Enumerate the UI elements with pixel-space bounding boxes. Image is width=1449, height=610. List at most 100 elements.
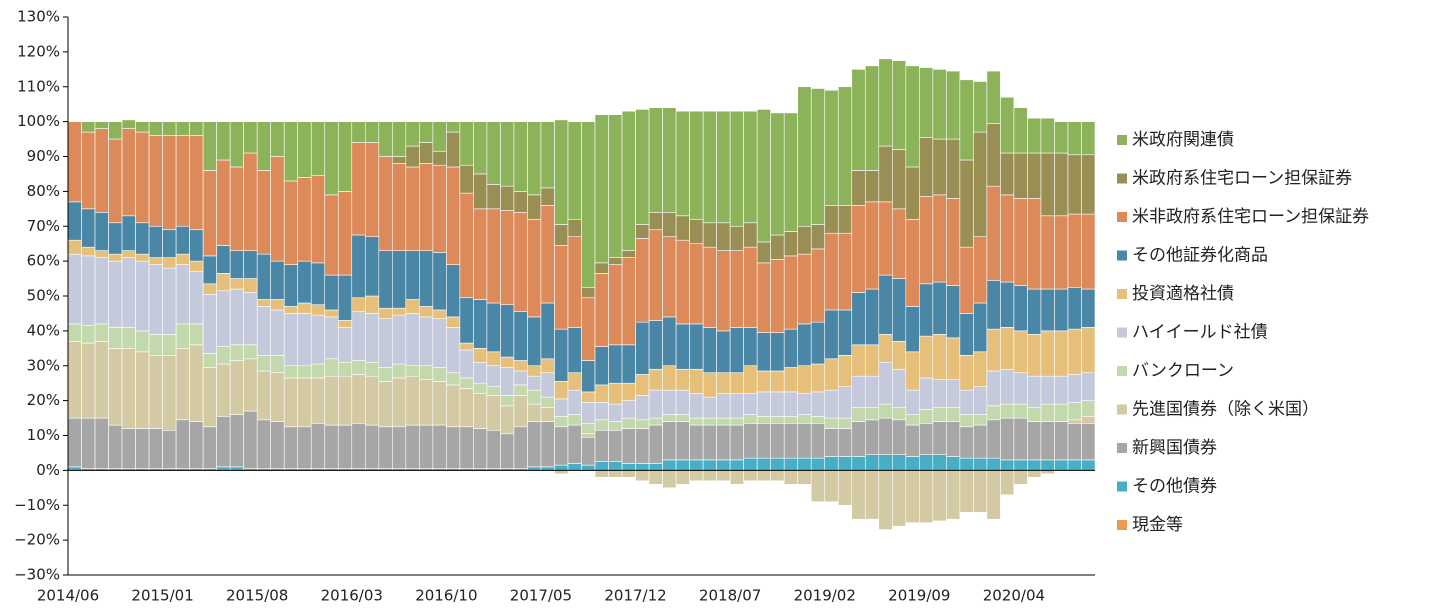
bar-segment xyxy=(473,348,488,363)
bar-segment xyxy=(824,470,839,503)
bar-segment xyxy=(1067,422,1082,461)
bar-segment xyxy=(540,396,555,408)
bar-segment xyxy=(310,363,326,379)
bar-segment xyxy=(337,361,353,377)
bar-segment xyxy=(864,288,880,346)
bar-segment xyxy=(297,426,312,469)
bar-segment xyxy=(1081,213,1096,290)
bar-segment xyxy=(919,335,934,379)
bar-segment xyxy=(148,334,163,356)
bar-segment xyxy=(540,302,555,360)
bar-segment xyxy=(878,274,893,335)
bar-segment xyxy=(419,142,434,164)
bar-segment xyxy=(351,311,366,361)
bar-segment xyxy=(851,375,866,408)
bar-segment xyxy=(973,351,988,387)
bar-segment xyxy=(1054,403,1069,422)
legend-swatch xyxy=(1117,135,1127,145)
bar-segment xyxy=(446,131,461,168)
bar-segment xyxy=(1040,421,1055,461)
bar-segment xyxy=(121,250,136,258)
legend-swatch xyxy=(1117,327,1127,338)
bar-segment xyxy=(932,69,947,140)
bar-segment xyxy=(689,459,704,471)
bar-segment xyxy=(540,358,555,374)
bar-segment xyxy=(932,281,947,335)
bar-segment xyxy=(1000,459,1015,471)
bar-segment xyxy=(919,196,934,285)
bar-segment xyxy=(121,257,136,328)
bar-segment xyxy=(121,348,136,429)
bar-segment xyxy=(851,470,866,520)
bar-segment xyxy=(351,142,366,236)
bar-segment xyxy=(405,145,420,168)
bar-segment xyxy=(540,187,555,206)
bar-segment xyxy=(148,428,163,469)
bar-segment xyxy=(932,407,947,422)
bar-segment xyxy=(162,267,177,335)
bar-segment xyxy=(310,422,326,469)
bar-segment xyxy=(689,424,704,461)
bar-segment xyxy=(297,313,312,367)
bar-segment xyxy=(202,255,217,285)
bar-segment xyxy=(337,274,353,321)
bar-segment xyxy=(986,185,1001,281)
bar-segment xyxy=(608,421,623,431)
bar-segment xyxy=(716,459,731,471)
bar-segment xyxy=(540,372,555,398)
bar-segment xyxy=(121,119,136,129)
bar-segment xyxy=(783,231,799,257)
bar-segment xyxy=(162,334,177,356)
bar-segment xyxy=(1054,421,1069,461)
bar-segment xyxy=(189,260,204,272)
bar-segment xyxy=(810,224,826,250)
bar-segment xyxy=(783,112,799,232)
bar-segment xyxy=(324,121,339,196)
bar-segment xyxy=(756,470,771,482)
bar-segment xyxy=(675,323,690,370)
bar-segment xyxy=(324,316,339,360)
bar-segment xyxy=(756,391,771,417)
bar-segment xyxy=(94,257,109,325)
bar-segment xyxy=(635,463,650,471)
bar-segment xyxy=(135,222,150,255)
bar-segment xyxy=(243,121,258,154)
bar-segment xyxy=(432,424,447,469)
bar-segment xyxy=(148,121,163,136)
bar-segment xyxy=(405,365,420,377)
bar-segment xyxy=(878,470,893,530)
bar-segment xyxy=(67,323,82,342)
bar-segment xyxy=(905,351,920,391)
bar-segment xyxy=(324,424,339,469)
bar-segment xyxy=(473,208,488,300)
bar-segment xyxy=(283,264,299,307)
bar-segment xyxy=(878,58,893,147)
bar-segment xyxy=(432,121,447,152)
y-tick-label: −20% xyxy=(14,531,60,549)
bar-segment xyxy=(729,470,744,485)
bar-segment xyxy=(702,327,717,374)
bar-segment xyxy=(567,121,582,220)
bar-segment xyxy=(662,470,677,489)
bar-segment xyxy=(216,273,231,292)
bar-segment xyxy=(270,121,285,157)
bar-segment xyxy=(1027,421,1042,461)
bar-segment xyxy=(783,457,799,471)
bar-segment xyxy=(256,370,271,421)
bar-segment xyxy=(1000,403,1015,419)
bar-segment xyxy=(986,123,1001,187)
bar-segment xyxy=(94,250,109,258)
bar-segment xyxy=(594,402,609,421)
bar-segment xyxy=(986,419,1001,459)
bar-segment xyxy=(581,422,596,435)
bar-segment xyxy=(283,306,299,314)
bar-segment xyxy=(1067,328,1082,375)
legend-label: 先進国債券（除く米国） xyxy=(1132,400,1319,420)
bar-segment xyxy=(175,225,190,255)
bar-segment xyxy=(351,422,366,469)
bar-segment xyxy=(946,138,961,199)
bar-segment xyxy=(108,138,123,224)
bar-segment xyxy=(500,304,515,358)
bar-segment xyxy=(1081,372,1096,401)
